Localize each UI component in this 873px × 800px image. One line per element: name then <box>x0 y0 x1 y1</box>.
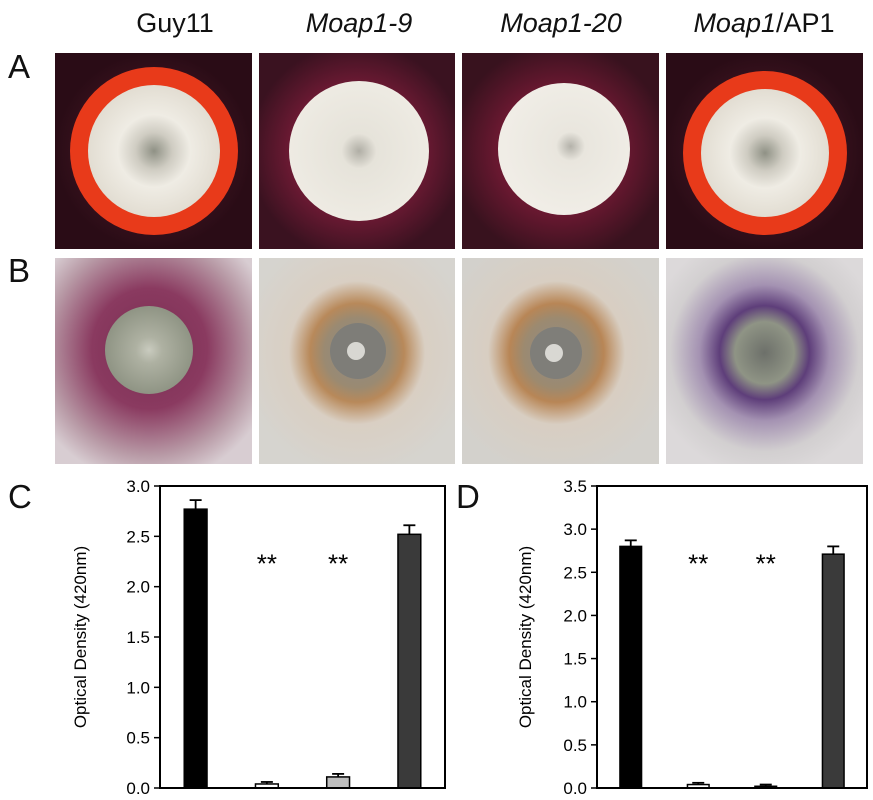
y-tick-label: 1.0 <box>563 693 587 712</box>
y-tick-label: 3.0 <box>126 477 150 496</box>
y-tick-label: 0.0 <box>563 779 587 798</box>
plate-a-moap1-9-image <box>259 53 455 249</box>
y-tick-label: 1.0 <box>126 678 150 697</box>
significance-mark: ** <box>257 548 277 578</box>
y-tick-label: 2.5 <box>563 563 587 582</box>
plate-a-moap1-9 <box>259 53 455 249</box>
bar-3 <box>325 776 351 789</box>
plate-b-moap1-9-image <box>259 258 455 464</box>
y-tick-label: 0.5 <box>563 736 587 755</box>
bar-chart-d: Optical Density (420nm) 0.0 0.5 1.0 1.5 2.0 2.… <box>516 477 868 798</box>
bar-4 <box>397 533 422 789</box>
y-axis-label: Optical Density (420nm) <box>516 546 535 728</box>
bar-1 <box>183 508 208 789</box>
plate-b-moap1-ap1 <box>666 258 863 464</box>
y-tick-label: 3.5 <box>563 477 587 496</box>
column-label-text: Moap1-9 <box>305 8 413 38</box>
y-axis-label: Optical Density (420nm) <box>71 546 90 728</box>
bar-1 <box>619 545 643 789</box>
plate-a-moap1-20 <box>462 53 659 249</box>
plate-b-guy11-image <box>55 258 252 464</box>
plate-b-guy11 <box>55 258 252 464</box>
significance-mark: ** <box>328 548 348 578</box>
column-label-plain: /AP1 <box>776 8 835 38</box>
plate-b-moap1-9 <box>259 258 455 464</box>
plate-b-moap1-20-image <box>462 258 659 464</box>
panel-letter-d: D <box>456 478 480 515</box>
plate-b-moap1-20 <box>462 258 659 464</box>
plate-a-moap1-20-image <box>462 53 659 249</box>
y-tick-label: 1.5 <box>563 650 587 669</box>
significance-mark: ** <box>756 548 776 578</box>
bar-chart-c: Optical Density (420nm) 0.0 0.5 1.0 1.5 2.0 2.… <box>71 477 446 798</box>
column-label-italic: Moap1 <box>693 8 776 38</box>
plate-b-moap1-ap1-image <box>666 258 863 464</box>
y-tick-label: 0.0 <box>126 779 150 798</box>
y-tick-label: 3.0 <box>563 520 587 539</box>
plate-a-guy11 <box>55 53 252 249</box>
panel-letter-a: A <box>8 48 31 85</box>
column-label-moap1-20: Moap1-20 <box>461 8 661 39</box>
column-label-moap1-ap1: Moap1/AP1 <box>664 8 864 39</box>
plot-frame <box>596 485 868 789</box>
plot-frame <box>159 485 446 789</box>
bar-4 <box>821 553 845 789</box>
column-label-text: Moap1-20 <box>500 8 622 38</box>
column-label-guy11: Guy11 <box>75 8 275 39</box>
y-tick-label: 0.5 <box>126 729 150 748</box>
y-tick-label: 2.0 <box>126 578 150 597</box>
significance-mark: ** <box>688 548 708 578</box>
plate-a-guy11-image <box>55 53 252 249</box>
panel-letter-c: C <box>8 478 32 515</box>
y-tick-label: 1.5 <box>126 628 150 647</box>
plate-a-moap1-ap1 <box>666 53 863 249</box>
column-label-moap1-9: Moap1-9 <box>259 8 459 39</box>
y-tick-label: 2.5 <box>126 527 150 546</box>
plate-a-moap1-ap1-image <box>666 53 863 249</box>
column-label-text: Guy11 <box>136 8 214 38</box>
panel-letter-b: B <box>8 252 31 289</box>
y-tick-label: 2.0 <box>563 606 587 625</box>
